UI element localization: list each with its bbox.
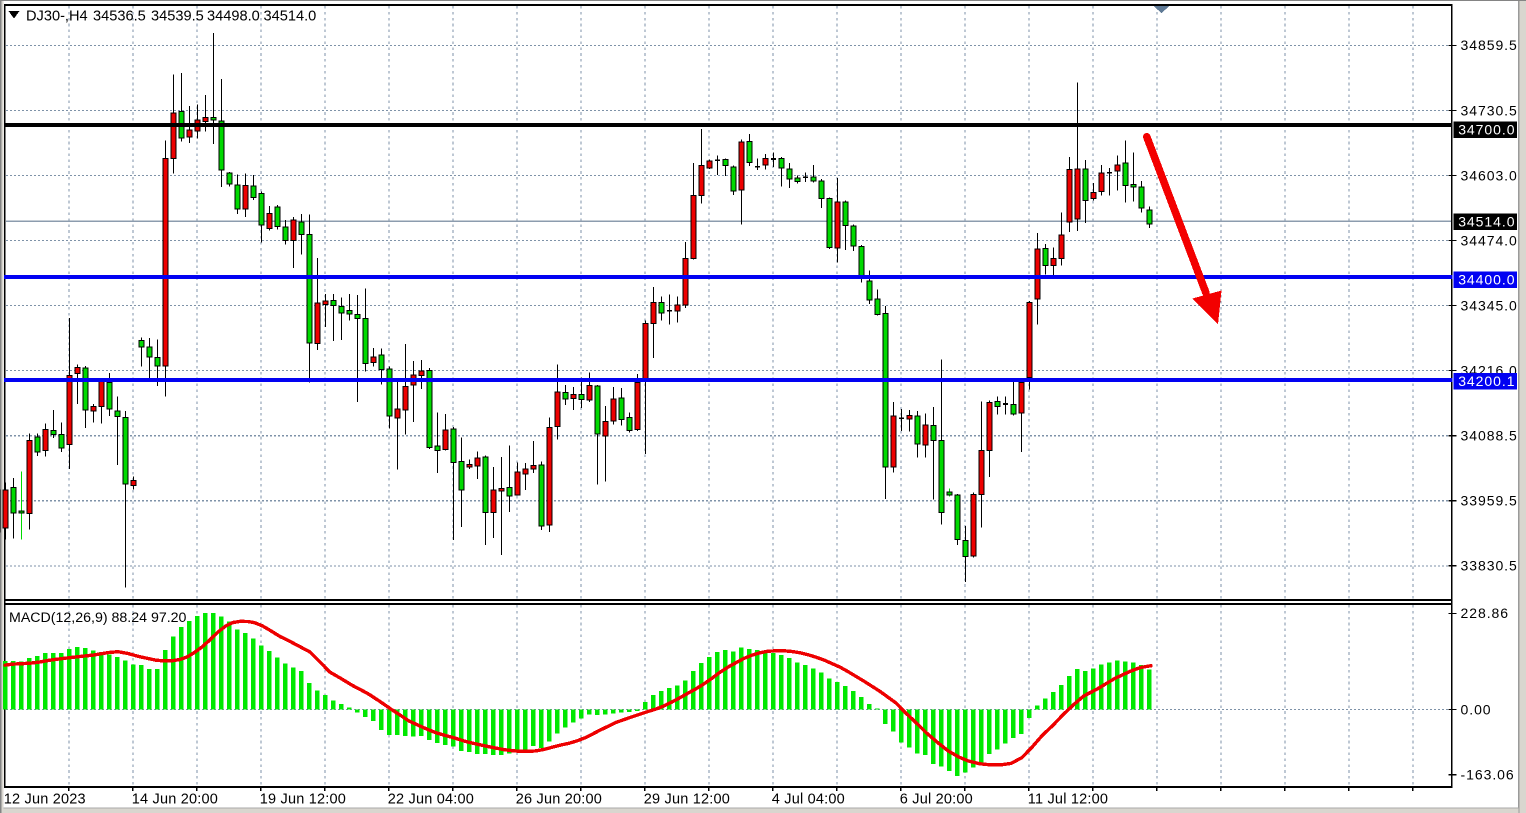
svg-text:34200.1: 34200.1 — [1458, 373, 1515, 389]
svg-text:33830.5: 33830.5 — [1461, 558, 1518, 574]
svg-text:34514.0: 34514.0 — [1458, 213, 1515, 229]
svg-text:34539.5: 34539.5 — [151, 8, 204, 24]
svg-text:19 Jun 12:00: 19 Jun 12:00 — [260, 792, 346, 808]
svg-text:34859.5: 34859.5 — [1461, 37, 1518, 53]
svg-text:228.86: 228.86 — [1461, 605, 1510, 621]
svg-text:34514.0: 34514.0 — [264, 8, 317, 24]
svg-text:34498.0: 34498.0 — [207, 8, 260, 24]
svg-text:22 Jun 04:00: 22 Jun 04:00 — [388, 792, 474, 808]
svg-text:DJ30-,H4: DJ30-,H4 — [26, 8, 88, 24]
svg-text:34088.5: 34088.5 — [1461, 428, 1518, 444]
svg-text:12 Jun 2023: 12 Jun 2023 — [4, 792, 86, 808]
svg-text:MACD(12,26,9) 88.24 97.20: MACD(12,26,9) 88.24 97.20 — [9, 610, 187, 626]
svg-text:14 Jun 20:00: 14 Jun 20:00 — [132, 792, 218, 808]
svg-text:34400.0: 34400.0 — [1458, 272, 1515, 288]
svg-text:34700.0: 34700.0 — [1458, 122, 1515, 138]
svg-text:34536.5: 34536.5 — [93, 8, 146, 24]
svg-text:-163.06: -163.06 — [1461, 767, 1515, 783]
svg-text:34345.0: 34345.0 — [1461, 297, 1518, 313]
svg-text:34603.0: 34603.0 — [1461, 167, 1518, 183]
svg-text:11 Jul 12:00: 11 Jul 12:00 — [1028, 792, 1108, 808]
svg-text:26 Jun 20:00: 26 Jun 20:00 — [516, 792, 602, 808]
svg-text:6 Jul 20:00: 6 Jul 20:00 — [900, 792, 973, 808]
svg-text:4 Jul 04:00: 4 Jul 04:00 — [772, 792, 845, 808]
svg-text:34730.5: 34730.5 — [1461, 102, 1518, 118]
svg-text:0.00: 0.00 — [1461, 701, 1492, 717]
svg-text:29 Jun 12:00: 29 Jun 12:00 — [644, 792, 730, 808]
svg-text:33959.5: 33959.5 — [1461, 493, 1518, 509]
svg-text:34474.0: 34474.0 — [1461, 232, 1518, 248]
